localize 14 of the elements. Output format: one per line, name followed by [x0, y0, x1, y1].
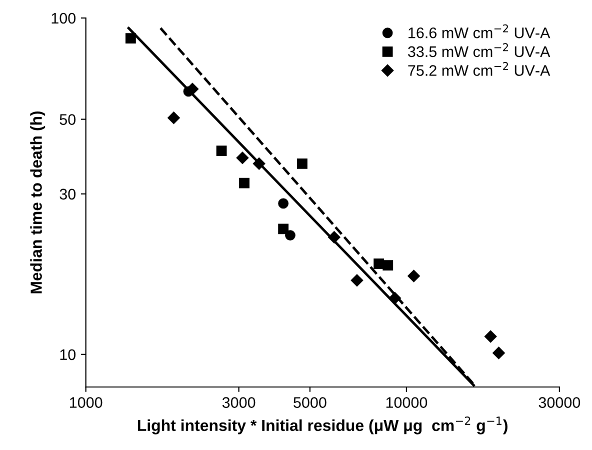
legend-label: 16.6 mW cm$^{−2}$ UV-A	[408, 24, 550, 38]
y-tick-label: 100	[52, 12, 76, 24]
x-axis-title: Light intensity * Initial residue (μW μg cm$^{−2}$ g$^{−1}$)	[138, 416, 508, 434]
x-tick-label: 3000	[222, 397, 256, 408]
y-tick-label: 30	[60, 188, 76, 200]
legend-label: 75.2 mW cm$^{−2}$ UV-A	[408, 62, 550, 76]
x-tick-label: 30000	[538, 397, 580, 408]
x-tick-label: 5000	[294, 397, 326, 408]
x-tick-label: 1000	[70, 397, 102, 408]
legend-label: 33.5 mW cm$^{−2}$ UV-A	[408, 43, 550, 58]
x-tick-label: 10000	[386, 397, 428, 408]
y-tick-label: 10	[60, 349, 76, 360]
y-tick-label: 50	[60, 114, 76, 125]
y-axis-title: Median time to death (h)	[30, 111, 46, 294]
